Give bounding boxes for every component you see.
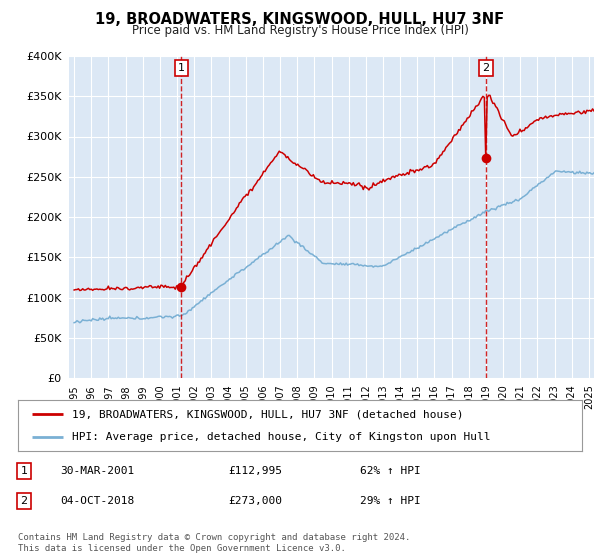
- Text: HPI: Average price, detached house, City of Kingston upon Hull: HPI: Average price, detached house, City…: [71, 432, 490, 442]
- Text: £273,000: £273,000: [228, 496, 282, 506]
- Text: 2: 2: [20, 496, 28, 506]
- Text: 19, BROADWATERS, KINGSWOOD, HULL, HU7 3NF (detached house): 19, BROADWATERS, KINGSWOOD, HULL, HU7 3N…: [71, 409, 463, 419]
- Text: 04-OCT-2018: 04-OCT-2018: [60, 496, 134, 506]
- Text: 29% ↑ HPI: 29% ↑ HPI: [360, 496, 421, 506]
- Text: 30-MAR-2001: 30-MAR-2001: [60, 466, 134, 476]
- Text: 19, BROADWATERS, KINGSWOOD, HULL, HU7 3NF: 19, BROADWATERS, KINGSWOOD, HULL, HU7 3N…: [95, 12, 505, 27]
- Text: £112,995: £112,995: [228, 466, 282, 476]
- Text: 62% ↑ HPI: 62% ↑ HPI: [360, 466, 421, 476]
- Text: Contains HM Land Registry data © Crown copyright and database right 2024.
This d: Contains HM Land Registry data © Crown c…: [18, 533, 410, 553]
- Text: 2: 2: [482, 63, 490, 73]
- Text: 1: 1: [20, 466, 28, 476]
- Text: Price paid vs. HM Land Registry's House Price Index (HPI): Price paid vs. HM Land Registry's House …: [131, 24, 469, 37]
- Text: 1: 1: [178, 63, 185, 73]
